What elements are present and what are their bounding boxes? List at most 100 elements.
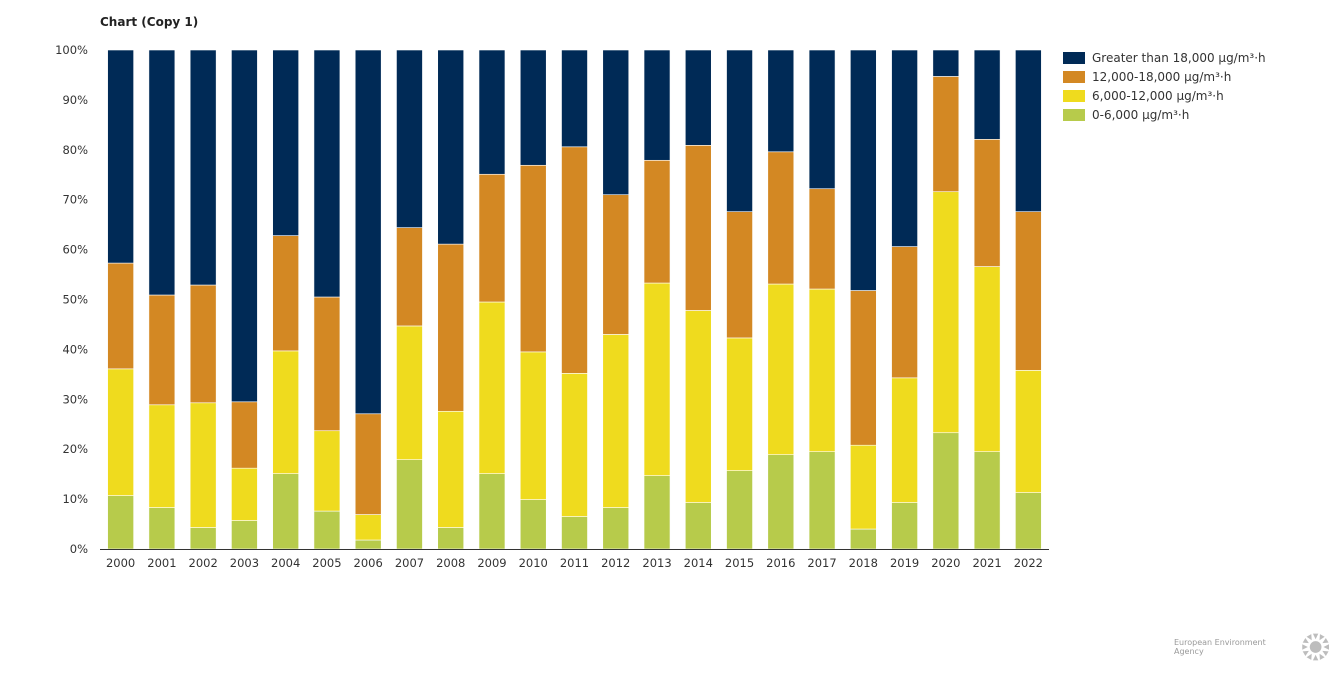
bar-segment-2022-s0[interactable]: [1015, 492, 1042, 550]
bar-segment-2001-s2[interactable]: [148, 294, 176, 406]
bar-segment-2022-s3[interactable]: [1015, 49, 1042, 212]
bar-segment-2005-s0[interactable]: [313, 510, 341, 550]
bar-segment-2006-s2[interactable]: [354, 413, 382, 515]
bar-segment-2000-s2[interactable]: [107, 262, 134, 370]
bar-segment-2017-s0[interactable]: [808, 451, 836, 550]
bar-segment-2017-s2[interactable]: [808, 188, 836, 290]
bar-segment-2005-s1[interactable]: [313, 430, 341, 512]
bar-segment-2002-s2[interactable]: [189, 284, 217, 404]
bar-segment-2015-s3[interactable]: [726, 49, 753, 212]
bar-segment-2008-s3[interactable]: [437, 49, 465, 245]
bar-segment-2005-s2[interactable]: [313, 296, 341, 432]
bar-segment-2009-s2[interactable]: [478, 173, 506, 303]
legend-item-0-6000[interactable]: 0-6,000 µg/m³·h: [1063, 105, 1266, 124]
bar-segment-2001-s0[interactable]: [148, 507, 176, 550]
bar-segment-2013-s1[interactable]: [643, 282, 671, 476]
bar-segment-2006-s1[interactable]: [354, 514, 382, 541]
bar-segment-2004-s1[interactable]: [272, 350, 299, 474]
bar-segment-2022-s2[interactable]: [1015, 211, 1042, 371]
bar-segment-2010-s1[interactable]: [519, 351, 547, 500]
bar-segment-2011-s3[interactable]: [561, 49, 588, 148]
bar-segment-2011-s0[interactable]: [561, 516, 588, 550]
legend-label: 12,000-18,000 µg/m³·h: [1092, 69, 1232, 84]
bar-segment-2016-s1[interactable]: [767, 283, 795, 455]
bar-segment-2021-s2[interactable]: [973, 139, 1001, 267]
bar-segment-2014-s1[interactable]: [684, 310, 712, 503]
bar-segment-2004-s3[interactable]: [272, 49, 299, 236]
bar-segment-2010-s3[interactable]: [519, 49, 547, 166]
bar-segment-2015-s2[interactable]: [726, 211, 753, 339]
legend-item-12000-18000[interactable]: 12,000-18,000 µg/m³·h: [1063, 67, 1266, 86]
bar-segment-2016-s3[interactable]: [767, 49, 795, 153]
bar-segment-2011-s2[interactable]: [561, 146, 588, 374]
bar-segment-2015-s1[interactable]: [726, 337, 753, 471]
legend-item-6000-12000[interactable]: 6,000-12,000 µg/m³·h: [1063, 86, 1266, 105]
y-tick-label: 90%: [62, 93, 88, 107]
bar-segment-2013-s2[interactable]: [643, 159, 671, 284]
bar-segment-2006-s0[interactable]: [354, 539, 382, 550]
bar-segment-2006-s3[interactable]: [354, 49, 382, 415]
bar-segment-2019-s2[interactable]: [891, 246, 918, 379]
bar-segment-2000-s0[interactable]: [107, 495, 134, 550]
bar-segment-2010-s2[interactable]: [519, 164, 547, 353]
bar-segment-2019-s1[interactable]: [891, 377, 918, 503]
chart-title: Chart (Copy 1): [100, 15, 199, 29]
bar-segment-2012-s3[interactable]: [602, 49, 630, 196]
bar-segment-2007-s1[interactable]: [396, 325, 423, 460]
bar-segment-2017-s3[interactable]: [808, 49, 836, 190]
bar-segment-2010-s0[interactable]: [519, 499, 547, 550]
bar-segment-2012-s1[interactable]: [602, 334, 630, 508]
bar-segment-2001-s1[interactable]: [148, 404, 176, 508]
bar-segment-2016-s2[interactable]: [767, 151, 795, 285]
bar-segment-2004-s0[interactable]: [272, 473, 299, 550]
bar-segment-2014-s2[interactable]: [684, 145, 712, 311]
bar-segment-2005-s3[interactable]: [313, 49, 341, 298]
bar-segment-2008-s2[interactable]: [437, 243, 465, 412]
bar-segment-2018-s2[interactable]: [850, 290, 877, 446]
bar-segment-2021-s0[interactable]: [973, 451, 1001, 550]
bar-segment-2021-s3[interactable]: [973, 49, 1001, 140]
bar-segment-2020-s3[interactable]: [932, 49, 960, 77]
bar-segment-2012-s0[interactable]: [602, 507, 630, 550]
bar-segment-2019-s3[interactable]: [891, 49, 918, 247]
bar-segment-2019-s0[interactable]: [891, 502, 918, 550]
bar-segment-2014-s0[interactable]: [684, 502, 712, 550]
bar-segment-2018-s3[interactable]: [850, 49, 877, 291]
bar-segment-2014-s3[interactable]: [684, 49, 712, 146]
bar-segment-2021-s1[interactable]: [973, 266, 1001, 452]
bar-segment-2008-s0[interactable]: [437, 527, 465, 550]
bar-segment-2009-s1[interactable]: [478, 301, 506, 474]
bar-segment-2007-s0[interactable]: [396, 459, 423, 550]
bar-segment-2018-s0[interactable]: [850, 528, 877, 550]
bar-segment-2016-s0[interactable]: [767, 454, 795, 550]
bar-segment-2020-s1[interactable]: [932, 191, 960, 434]
bar-segment-2003-s1[interactable]: [231, 467, 258, 521]
bar-segment-2000-s3[interactable]: [107, 49, 134, 264]
bar-segment-2009-s3[interactable]: [478, 49, 506, 175]
bar-segment-2002-s3[interactable]: [189, 49, 217, 286]
bar-segment-2007-s2[interactable]: [396, 227, 423, 327]
bar-segment-2015-s0[interactable]: [726, 470, 753, 550]
bar-segment-2013-s3[interactable]: [643, 49, 671, 161]
bar-segment-2018-s1[interactable]: [850, 444, 877, 530]
bar-segment-2000-s1[interactable]: [107, 368, 134, 496]
bar-segment-2017-s1[interactable]: [808, 288, 836, 452]
bar-segment-2012-s2[interactable]: [602, 194, 630, 335]
bar-segment-2002-s1[interactable]: [189, 402, 217, 528]
bar-segment-2003-s0[interactable]: [231, 520, 258, 550]
bar-segment-2004-s2[interactable]: [272, 235, 299, 352]
bar-segment-2020-s0[interactable]: [932, 432, 960, 550]
bar-segment-2022-s1[interactable]: [1015, 370, 1042, 493]
bar-segment-2009-s0[interactable]: [478, 473, 506, 550]
bar-segment-2011-s1[interactable]: [561, 373, 588, 517]
bar-segment-2013-s0[interactable]: [643, 475, 671, 550]
bar-segment-2007-s3[interactable]: [396, 49, 423, 228]
bar-segment-2003-s2[interactable]: [231, 401, 258, 469]
bar-segment-2008-s1[interactable]: [437, 410, 465, 528]
bar-segment-2020-s2[interactable]: [932, 76, 960, 193]
bar-segment-2002-s0[interactable]: [189, 527, 217, 550]
bar-segment-2003-s3[interactable]: [231, 49, 258, 403]
legend-item-greater-than-18000[interactable]: Greater than 18,000 µg/m³·h: [1063, 48, 1266, 67]
y-tick-label: 60%: [62, 243, 88, 257]
bar-segment-2001-s3[interactable]: [148, 49, 176, 296]
